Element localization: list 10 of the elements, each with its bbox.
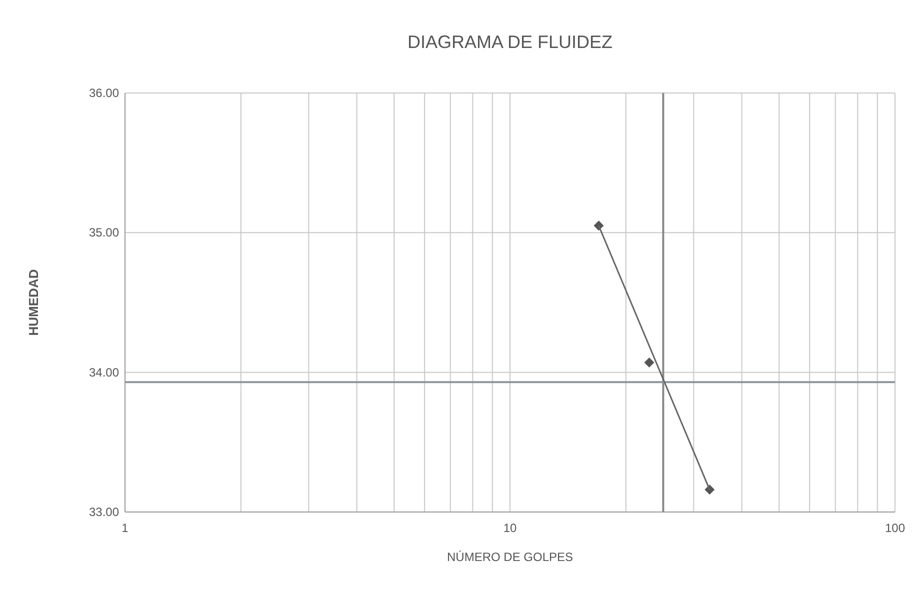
y-tick-label: 36.00 — [88, 86, 120, 100]
y-tick-label: 33.00 — [88, 505, 120, 519]
y-tick-label: 34.00 — [88, 365, 120, 380]
x-tick-label: 100 — [884, 521, 906, 535]
y-tick-label: 35.00 — [88, 226, 120, 240]
x-tick-label: 10 — [503, 521, 517, 535]
y-axis-title: HUMEDAD — [26, 269, 41, 336]
chart-title: DIAGRAMA DE FLUIDEZ — [407, 32, 613, 52]
x-axis-title: NÚMERO DE GOLPES — [446, 550, 574, 564]
x-tick-label: 1 — [122, 521, 129, 535]
